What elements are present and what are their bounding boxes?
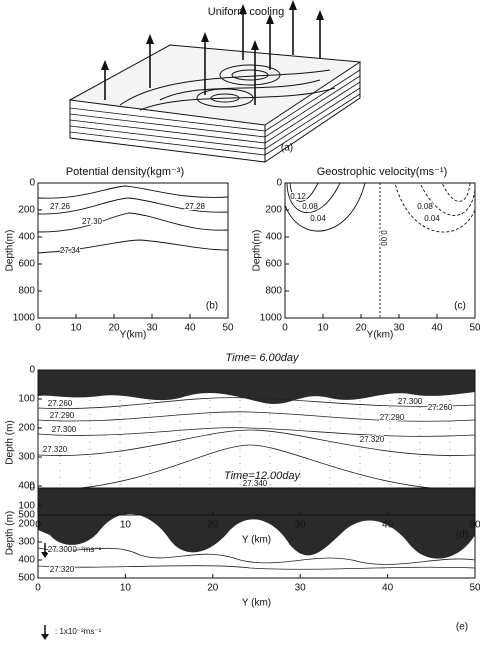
x-tick-label: 40	[382, 583, 394, 594]
y-tick-label: 100	[18, 501, 35, 512]
contour-label: 27.30	[82, 217, 103, 226]
x-tick-label: 20	[207, 520, 219, 531]
x-tick-label: 10	[120, 583, 132, 594]
x-tick-label: 0	[35, 323, 41, 334]
x-tick-label: 40	[184, 323, 196, 334]
panel-title: Geostrophic velocity(ms⁻¹)	[317, 166, 448, 178]
contour-label: 27.300	[52, 425, 77, 434]
x-tick-label: 50	[222, 323, 234, 334]
y-tick-label: 0	[29, 483, 35, 494]
panel-label: (d)	[456, 530, 468, 541]
x-tick-label: 30	[393, 323, 405, 334]
y-tick-label: 0	[29, 178, 35, 189]
plot-frame	[37, 369, 476, 516]
x-tick-label: 30	[146, 323, 158, 334]
contour-label: 27.26	[50, 202, 71, 211]
contour-label: 27.340	[243, 479, 268, 488]
density-field-d	[37, 370, 476, 512]
x-tick-label: 10	[317, 323, 329, 334]
x-tick-label: 10	[70, 323, 82, 334]
contour-label: 27.320	[360, 435, 385, 444]
density-contours	[37, 185, 229, 254]
contour-label: 27.260	[48, 399, 73, 408]
contour-label: 27.320	[50, 565, 75, 574]
scale-label: : 1x10⁻²ms⁻¹	[55, 627, 102, 636]
x-tick-label: 50	[469, 583, 480, 594]
y-tick-label: 0	[276, 178, 282, 189]
y-tick-label: 200	[18, 205, 35, 216]
y-axis-label: Depth (m)	[5, 511, 16, 555]
x-tick-label: 0	[282, 323, 288, 334]
contour-label: 27.34	[60, 246, 81, 255]
y-tick-label: 500	[18, 573, 35, 584]
contour-label: 27.260	[428, 403, 453, 412]
y-axis-label: Depth (m)	[5, 420, 16, 464]
y-tick-label: 800	[18, 286, 35, 297]
x-tick-label: 20	[108, 323, 120, 334]
y-tick-label: 200	[18, 423, 35, 434]
y-tick-label: 600	[18, 259, 35, 270]
x-tick-label: 10	[120, 520, 132, 531]
scale-arrow-head	[41, 552, 49, 558]
y-tick-label: 200	[18, 519, 35, 530]
contour-label: 0.08	[417, 202, 433, 211]
y-axis-label: Depth(m)	[5, 230, 16, 272]
panel-title: Time=12.00day	[224, 470, 302, 482]
panel-label: (b)	[206, 301, 218, 312]
contour-label: 27.320	[43, 445, 68, 454]
panel-label: (c)	[454, 301, 466, 312]
y-tick-label: 400	[18, 232, 35, 243]
density-field-e	[37, 488, 476, 570]
contour-label: 0.04	[424, 214, 440, 223]
y-tick-label: 1000	[260, 313, 283, 324]
y-tick-label: 500	[18, 510, 35, 521]
scale-arrow-head	[41, 634, 49, 640]
y-tick-label: 800	[265, 286, 282, 297]
y-tick-label: 400	[265, 232, 282, 243]
contour-label: 27.28	[185, 202, 206, 211]
block-diagram	[68, 0, 362, 163]
velocity-contours	[284, 182, 476, 318]
panel-title: Time= 6.00day	[226, 352, 300, 364]
y-tick-label: 200	[265, 205, 282, 216]
y-tick-label: 400	[18, 481, 35, 492]
y-tick-label: 0	[29, 365, 35, 376]
x-tick-label: 40	[431, 323, 443, 334]
x-tick-label: 40	[382, 520, 394, 531]
x-axis-label: Y(km)	[120, 330, 147, 341]
y-tick-label: 300	[18, 537, 35, 548]
contour-label: 27.300	[398, 397, 423, 406]
contour-label: 0.08	[302, 202, 318, 211]
x-axis-label: Y (km)	[242, 535, 271, 546]
contour-label: 27.290	[380, 413, 405, 422]
x-tick-label: 30	[295, 583, 307, 594]
x-tick-label: 20	[207, 583, 219, 594]
panel-a-title: Uniform cooling	[208, 6, 284, 18]
x-axis-label: Y (km)	[242, 598, 271, 609]
contour-label: 27.300	[48, 545, 73, 554]
panel-label: (e)	[456, 622, 468, 633]
contour-label: 0.04	[310, 214, 326, 223]
y-tick-label: 600	[265, 259, 282, 270]
panel-title: Potential density(kgm⁻³)	[66, 166, 184, 178]
y-tick-label: 100	[18, 394, 35, 405]
x-tick-label: 0	[35, 583, 41, 594]
plot-frame	[37, 182, 229, 319]
y-tick-label: 300	[18, 452, 35, 463]
contour-label: 0.00	[379, 230, 388, 246]
scale-label: : 1x10⁻²ms⁻¹	[55, 545, 102, 554]
x-tick-label: 20	[355, 323, 367, 334]
x-axis-label: Y(km)	[367, 330, 394, 341]
contour-label: 27.290	[50, 411, 75, 420]
y-tick-label: 400	[18, 555, 35, 566]
y-axis-label: Depth(m)	[252, 230, 263, 272]
plot-frame	[37, 487, 476, 579]
contour-label: 0.12	[290, 192, 306, 201]
plot-frame	[284, 182, 476, 319]
x-tick-label: 30	[295, 520, 307, 531]
x-tick-label: 50	[469, 323, 480, 334]
y-tick-label: 1000	[13, 313, 36, 324]
panel-a-label: (a)	[281, 143, 293, 154]
